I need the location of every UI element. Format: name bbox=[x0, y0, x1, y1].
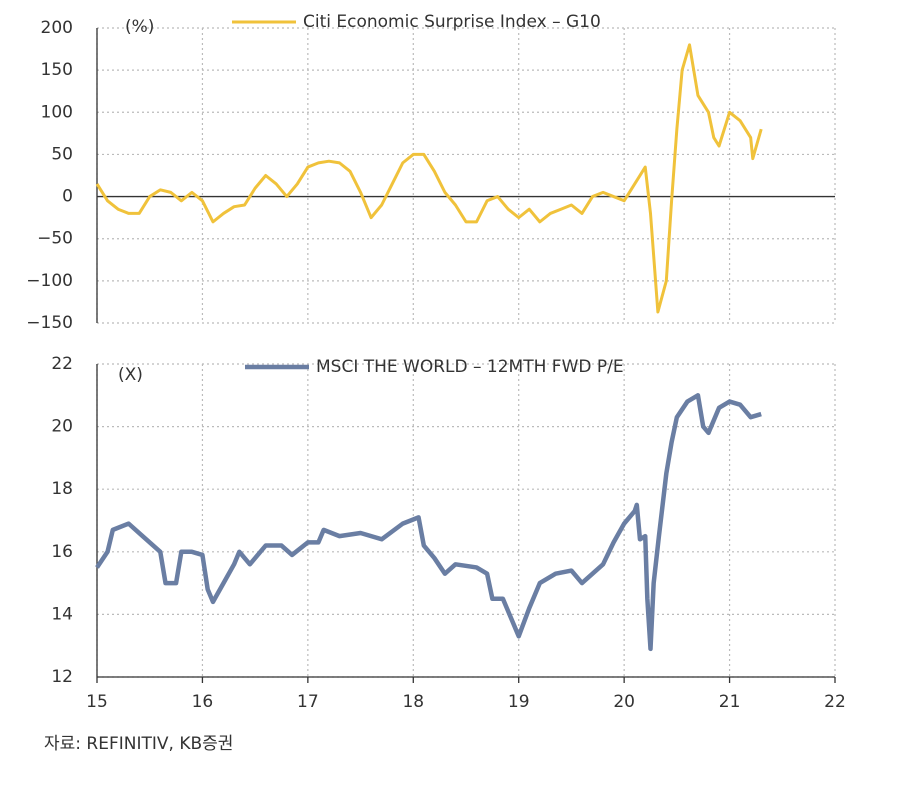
x-tick-label: 16 bbox=[192, 692, 214, 712]
legend-label: MSCI THE WORLD – 12MTH FWD P/E bbox=[316, 357, 624, 377]
y-unit-label: (%) bbox=[125, 17, 154, 37]
y-tick-label: −150 bbox=[26, 313, 73, 333]
x-tick-label: 19 bbox=[508, 692, 530, 712]
y-unit-label: (X) bbox=[118, 365, 143, 385]
y-tick-label: −50 bbox=[37, 229, 73, 249]
x-tick-label: 17 bbox=[297, 692, 319, 712]
x-tick-label: 15 bbox=[86, 692, 108, 712]
x-tick-label: 20 bbox=[613, 692, 635, 712]
x-tick-label: 18 bbox=[402, 692, 424, 712]
x-tick-label: 22 bbox=[824, 692, 846, 712]
y-tick-label: 18 bbox=[51, 479, 73, 499]
y-tick-label: 16 bbox=[51, 542, 73, 562]
y-tick-label: 14 bbox=[51, 604, 73, 624]
data-line bbox=[95, 43, 763, 314]
legend-label: Citi Economic Surprise Index – G10 bbox=[303, 12, 601, 32]
y-tick-label: 50 bbox=[51, 144, 73, 164]
y-tick-label: 20 bbox=[51, 417, 73, 437]
y-tick-label: 100 bbox=[41, 102, 73, 122]
y-tick-label: 12 bbox=[51, 667, 73, 687]
y-tick-label: 200 bbox=[41, 18, 73, 38]
y-tick-label: 22 bbox=[51, 354, 73, 374]
y-tick-label: 150 bbox=[41, 60, 73, 80]
x-tick-label: 21 bbox=[719, 692, 741, 712]
source-note: 자료: REFINITIV, KB증권 bbox=[44, 734, 233, 754]
data-line bbox=[95, 393, 762, 652]
y-tick-label: −100 bbox=[26, 271, 73, 291]
y-tick-label: 0 bbox=[62, 187, 73, 207]
